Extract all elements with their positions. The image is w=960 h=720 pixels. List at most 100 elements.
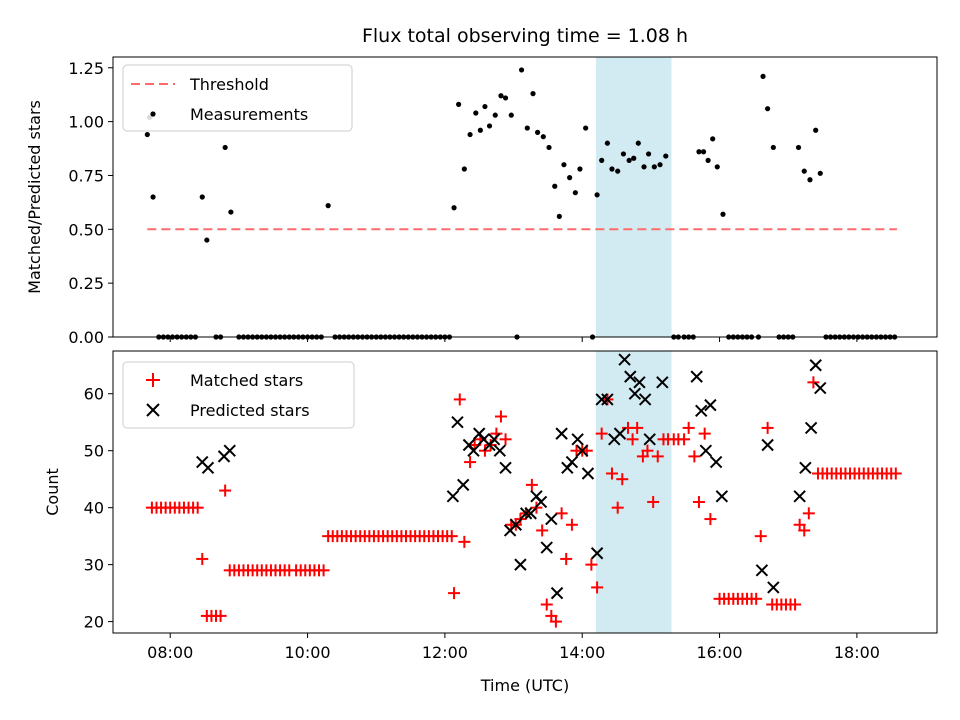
predicted-star-point: [601, 393, 614, 406]
matched-star-point: [317, 564, 330, 577]
measurement-point: [473, 110, 479, 116]
legend-measurements-label: Measurements: [190, 105, 308, 124]
measurement-point: [583, 125, 589, 131]
matched-star-point: [641, 444, 654, 457]
predicted-star-point: [590, 547, 604, 560]
matched-star-point: [458, 535, 471, 548]
predicted-star-point: [534, 495, 548, 509]
measurement-point: [817, 170, 823, 176]
predicted-star-point: [565, 455, 579, 469]
y-tick-label: 0.50: [68, 220, 104, 239]
predicted-star-point: [624, 370, 637, 383]
x-tick-label: 10:00: [285, 643, 331, 662]
predicted-star-point: [540, 541, 553, 554]
measurement-point: [646, 151, 652, 157]
matched-star-point: [789, 598, 802, 611]
matched-star-point: [647, 495, 660, 508]
legend-threshold-label: Threshold: [189, 75, 269, 94]
measurement-point: [663, 153, 669, 159]
matched-star-point: [754, 530, 767, 543]
measurement-point: [807, 177, 813, 183]
predicted-star-point: [555, 427, 568, 440]
matched-star-point: [494, 410, 507, 423]
bottom-axes-frame: [112, 350, 938, 634]
predicted-star-point: [656, 376, 669, 389]
predicted-star-point: [793, 490, 806, 503]
y-tick-label: 30: [84, 556, 104, 575]
matched-star-point: [626, 433, 639, 446]
predicted-star-point: [545, 512, 558, 526]
y-tick-label: 20: [84, 613, 104, 632]
predicted-star-point: [509, 518, 523, 531]
predicted-star-point: [499, 461, 512, 474]
matched-star-point: [682, 421, 695, 434]
measurement-point: [700, 149, 707, 155]
measurement-point: [635, 140, 641, 146]
chart-title: Flux total observing time = 1.08 h: [362, 25, 688, 47]
matched-star-point: [704, 513, 717, 526]
predicted-star-point: [799, 461, 812, 474]
measurement-point: [228, 209, 234, 215]
predicted-star-point: [704, 398, 717, 412]
x-tick-label: 12:00: [422, 643, 468, 662]
legend-predicted-swatch: [146, 403, 160, 417]
measurement-point: [144, 131, 150, 138]
measurement-point: [599, 157, 605, 163]
legend-predicted-label: Predicted stars: [190, 401, 310, 420]
measurement-point: [461, 166, 467, 172]
predicted-stars-points: [196, 353, 827, 600]
predicted-star-point: [451, 416, 464, 429]
predicted-star-point: [581, 467, 595, 480]
x-tick-label: 08:00: [147, 643, 193, 662]
matched-star-point: [525, 478, 538, 491]
measurement-point: [534, 129, 541, 135]
measurement-point: [626, 157, 632, 163]
predicted-star-point: [613, 427, 627, 440]
bottom-x-ticks: 08:00 10:00 12:00 14:00 16:00 18:00: [147, 633, 880, 662]
matched-star-point: [761, 421, 774, 434]
measurement-point: [150, 194, 156, 200]
predicted-star-point: [638, 393, 652, 406]
bottom-legend-box: [122, 361, 355, 429]
matched-star-point: [445, 530, 458, 543]
matched-star-point: [555, 507, 568, 520]
predicted-star-point: [201, 461, 215, 474]
predicted-star-point: [550, 586, 564, 600]
measurement-point: [492, 112, 498, 118]
predicted-star-point: [761, 438, 774, 452]
matched-star-point: [549, 615, 562, 628]
measurement-point: [530, 91, 536, 97]
measurement-point: [222, 144, 228, 151]
top-y-axis-label: Matched/Predicted stars: [25, 100, 44, 294]
y-tick-label: 1.25: [68, 59, 104, 78]
top-axes-frame: [112, 56, 938, 338]
top-panel: 0.00 0.25 0.50 0.75 1.00 1.25 Threshold Measu…: [25, 25, 938, 347]
measurement-point: [561, 162, 567, 168]
x-tick-label: 16:00: [697, 643, 743, 662]
measurement-point: [482, 103, 488, 110]
predicted-star-point: [755, 564, 769, 577]
measurement-point: [552, 183, 558, 189]
matched-star-point: [536, 524, 549, 537]
predicted-star-point: [223, 444, 236, 457]
top-y-ticks: 0.00 0.25 0.50 0.75 1.00 1.25: [68, 59, 113, 347]
measurement-point: [594, 192, 600, 198]
predicted-star-point: [595, 393, 608, 406]
predicted-star-point: [809, 359, 822, 372]
legend-measurements-swatch: [150, 111, 156, 117]
y-tick-label: 0.00: [68, 328, 104, 347]
predicted-star-point: [456, 478, 470, 492]
predicted-star-point: [709, 455, 723, 469]
measurement-point: [204, 237, 210, 243]
predicted-star-point: [524, 507, 537, 520]
bottom-y-ticks: 20 30 40 50 60: [84, 385, 113, 632]
bottom-legend: Matched stars Predicted stars: [122, 361, 355, 429]
measurement-point: [705, 157, 711, 163]
predicted-star-point: [804, 421, 818, 435]
matched-star-point: [807, 376, 820, 389]
y-tick-label: 0.25: [68, 274, 104, 293]
predicted-star-point: [576, 444, 589, 457]
top-highlight-span: [595, 57, 672, 337]
matched-star-point: [616, 473, 629, 486]
